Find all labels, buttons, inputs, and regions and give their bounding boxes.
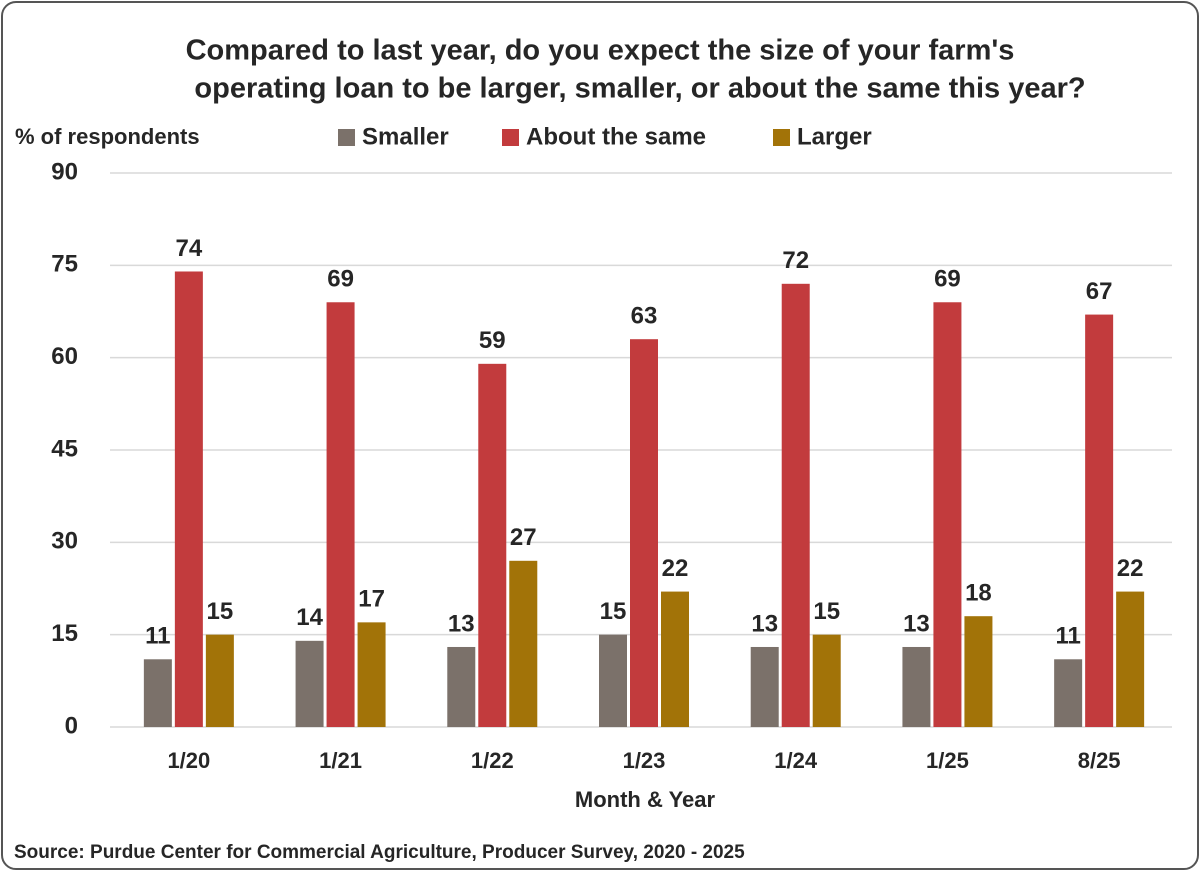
y-tick-label: 30 [51,528,78,555]
value-label: 15 [600,598,627,625]
value-label: 69 [934,266,961,293]
bar [812,634,841,727]
y-tick-label: 45 [51,435,78,462]
bar [143,659,172,727]
value-label: 72 [782,247,809,274]
x-tick-label: 8/25 [1078,748,1121,773]
x-tick-label: 1/24 [774,748,818,773]
bar [1085,314,1114,727]
y-tick-label: 75 [51,251,78,278]
y-tick-label: 15 [51,620,78,647]
chart-title: Compared to last year, do you expect the… [186,35,1015,67]
legend-swatch [338,129,355,146]
value-label: 13 [448,610,475,637]
bar [1054,659,1083,727]
value-label: 11 [145,623,170,650]
legend-label: Larger [797,123,872,150]
x-tick-label: 1/23 [623,748,666,773]
value-label: 27 [510,524,537,551]
bar [478,363,507,727]
bar [174,271,203,727]
value-label: 13 [903,610,930,637]
y-tick-label: 60 [51,343,78,370]
value-label: 67 [1086,278,1113,305]
value-label: 15 [813,598,840,625]
value-label: 11 [1055,623,1080,650]
value-label: 13 [751,610,778,637]
bar [964,616,993,727]
value-label: 15 [207,598,234,625]
chart-title: operating loan to be larger, smaller, or… [194,73,1085,105]
legend-swatch [773,129,790,146]
x-tick-label: 1/20 [167,748,210,773]
x-tick-label: 1/21 [319,748,362,773]
value-label: 22 [1117,555,1144,582]
value-label: 22 [662,555,689,582]
y-tick-label: 0 [65,712,78,739]
bar [933,302,962,727]
bar [326,302,355,727]
bar [509,560,538,727]
y-axis-title: % of respondents [15,124,200,149]
y-tick-label: 90 [51,158,78,185]
legend-label: Smaller [362,123,449,150]
bar [599,634,627,727]
x-tick-label: 1/25 [926,748,969,773]
value-label: 63 [631,303,658,330]
bar [357,622,386,727]
source-note: Source: Purdue Center for Commercial Agr… [14,842,745,863]
bar [781,283,810,727]
value-label: 59 [479,327,506,354]
bar [630,339,658,727]
bar [295,640,324,727]
legend-swatch [502,129,519,146]
value-label: 14 [296,604,323,631]
value-label: 17 [358,586,385,613]
value-label: 69 [327,266,354,293]
bar [750,646,779,727]
bar [447,646,476,727]
value-label: 74 [176,235,203,262]
bar [902,646,931,727]
bar [205,634,234,727]
bar [661,591,689,727]
bar [1116,591,1145,727]
x-axis-title: Month & Year [575,787,716,812]
x-tick-label: 1/22 [471,748,514,773]
value-label: 18 [965,580,992,607]
legend-label: About the same [526,123,706,150]
